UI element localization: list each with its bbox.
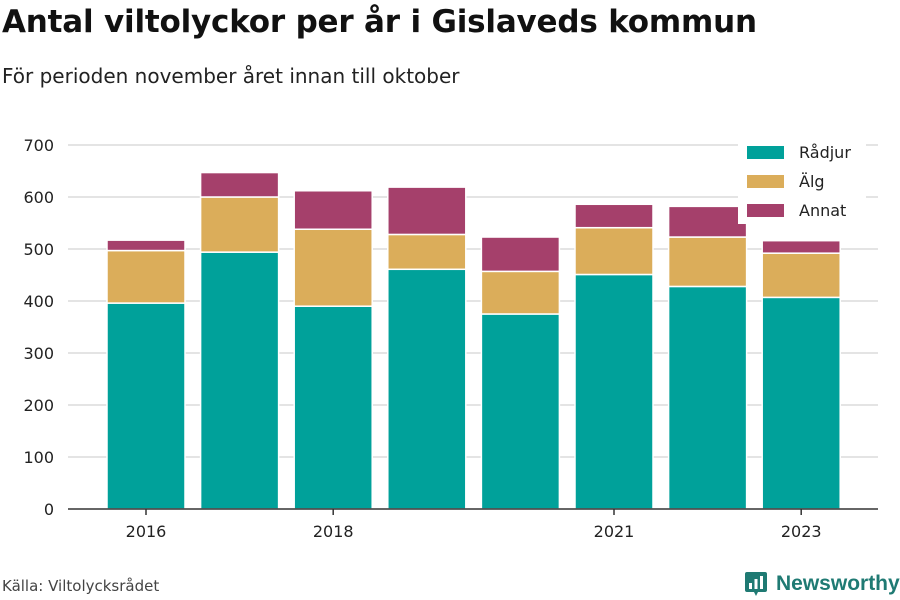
bar-segment [106,249,186,304]
bar-segment [667,236,748,288]
y-tick-label: 400 [23,292,54,311]
y-tick-label: 0 [44,500,54,519]
bar-segment [574,273,654,510]
legend-label: Annat [799,201,846,220]
bar-segment [761,239,841,254]
legend-swatch [747,204,784,217]
x-tick-label: 2023 [781,522,822,541]
y-axis-tick-labels: 0 100 200 300 400 500 600 700 [23,136,54,519]
brand-name: Newsworthy [776,572,900,595]
bar-segment [106,239,186,252]
chart-title: Antal viltolyckor per år i Gislaveds kom… [2,4,757,40]
bar-segment [293,305,373,510]
bar-segment [106,302,186,510]
legend-swatch [747,146,784,159]
bar-segment [667,205,748,238]
bar-segment [387,186,467,236]
bar-segment [761,252,841,299]
bars [106,171,841,510]
bar-segment [293,228,373,307]
bar-segment [199,251,280,510]
brand-logo: Newsworthy [744,570,900,598]
x-tick-label: 2016 [126,522,167,541]
chart-subtitle: För perioden november året innan till ok… [2,64,460,88]
bar-segment [293,190,373,230]
bar-segment [761,296,841,510]
bar-segment [387,233,467,271]
legend-swatch [747,175,784,188]
x-axis-tick-labels: 2016 2018 2021 2023 [126,509,822,541]
bar-segment [574,226,654,276]
bar-chart-logo-icon [745,572,767,596]
bar-segment [480,313,561,510]
bar-segment [480,270,561,315]
legend-label: Rådjur [799,143,851,162]
y-tick-label: 600 [23,188,54,207]
bar-segment [387,268,467,510]
x-tick-label: 2021 [594,522,635,541]
y-tick-label: 500 [23,240,54,259]
x-tick-label: 2018 [313,522,354,541]
y-tick-label: 700 [23,136,54,155]
bar-segment [574,203,654,229]
y-tick-label: 300 [23,344,54,363]
bar-segment [199,171,280,198]
bar-segment [667,285,748,510]
bar-segment [480,236,561,273]
y-tick-label: 100 [23,448,54,467]
bar-segment [199,196,280,253]
y-tick-label: 200 [23,396,54,415]
legend: Rådjur Älg Annat [738,138,866,224]
source-note: Källa: Viltolycksrådet [2,577,160,595]
legend-label: Älg [799,172,825,191]
